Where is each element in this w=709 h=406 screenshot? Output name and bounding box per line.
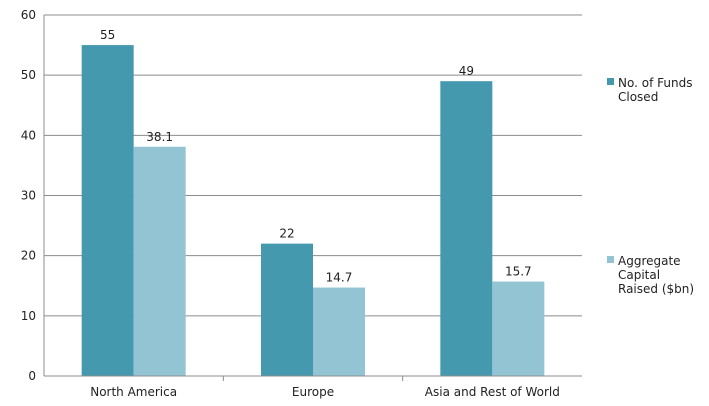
- y-tick-label: 60: [21, 8, 36, 22]
- data-label: 15.7: [505, 265, 532, 279]
- x-category-label: Europe: [292, 385, 334, 399]
- legend-label: Closed: [618, 90, 658, 104]
- legend-swatch: [607, 256, 614, 263]
- data-label: 38.1: [146, 130, 173, 144]
- bars: [81, 45, 545, 376]
- y-tick-label: 20: [21, 249, 36, 263]
- data-label: 22: [279, 227, 294, 241]
- y-tick-label: 30: [21, 189, 36, 203]
- y-tick-label: 0: [28, 369, 36, 383]
- bar-funds: [440, 81, 493, 376]
- y-tick-label: 10: [21, 309, 36, 323]
- data-label: 55: [100, 28, 115, 42]
- axes: 0 10 20 30 40 50 60 North America Europe Asia and…: [21, 8, 582, 399]
- legend-swatch: [607, 78, 614, 85]
- x-category-label: Asia and Rest of World: [425, 385, 560, 399]
- legend-label: Capital: [618, 268, 660, 282]
- bar-capital: [133, 146, 186, 376]
- x-category-label: North America: [90, 385, 177, 399]
- legend-label: No. of Funds: [618, 76, 692, 90]
- data-label: 49: [459, 64, 474, 78]
- bar-capital: [313, 287, 365, 376]
- bar-capital: [492, 281, 545, 376]
- legend-label: Raised ($bn): [618, 282, 694, 296]
- bar-funds: [81, 45, 134, 376]
- y-tick-label: 40: [21, 128, 36, 142]
- data-labels: 55 38.1 22 14.7 49 15.7: [100, 28, 532, 284]
- legend-label: Aggregate: [618, 254, 681, 268]
- data-label: 14.7: [326, 271, 353, 285]
- bar-funds: [261, 243, 313, 376]
- y-tick-label: 50: [21, 68, 36, 82]
